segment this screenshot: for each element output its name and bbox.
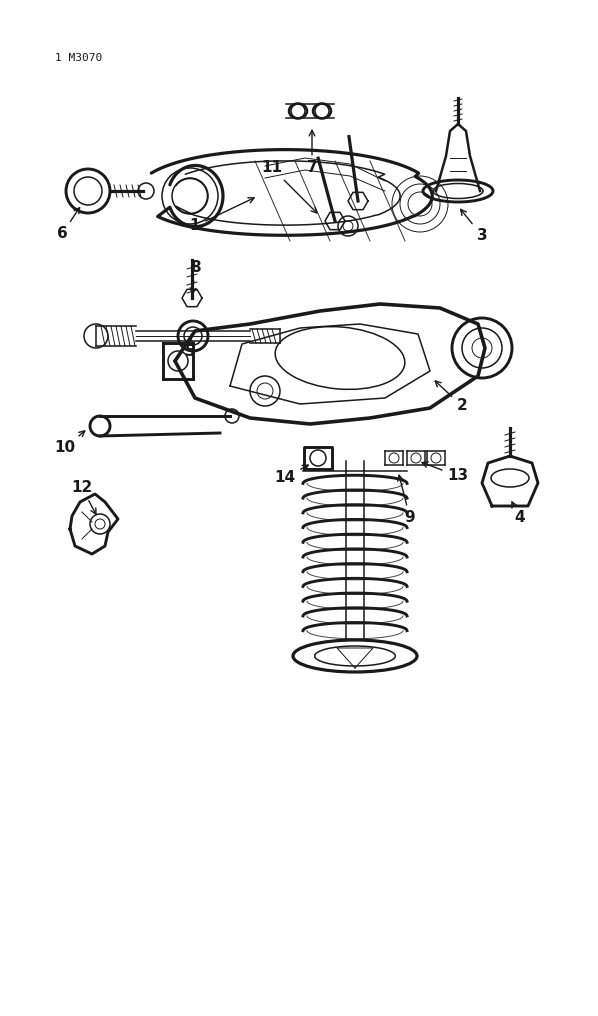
Text: 12: 12 xyxy=(71,481,96,514)
Text: 6: 6 xyxy=(57,207,80,242)
Text: 14: 14 xyxy=(274,465,308,486)
Text: 1 M3070: 1 M3070 xyxy=(55,53,102,63)
Text: 3: 3 xyxy=(460,209,487,244)
Text: 13: 13 xyxy=(422,462,469,484)
Text: 2: 2 xyxy=(435,381,468,414)
Text: 7: 7 xyxy=(307,130,318,176)
Text: 5: 5 xyxy=(185,337,196,359)
Text: 11: 11 xyxy=(261,161,317,213)
Text: 4: 4 xyxy=(512,502,525,525)
Text: 1: 1 xyxy=(190,198,254,234)
Text: 8: 8 xyxy=(190,260,200,294)
Text: 9: 9 xyxy=(398,475,416,525)
Text: 10: 10 xyxy=(54,431,85,455)
